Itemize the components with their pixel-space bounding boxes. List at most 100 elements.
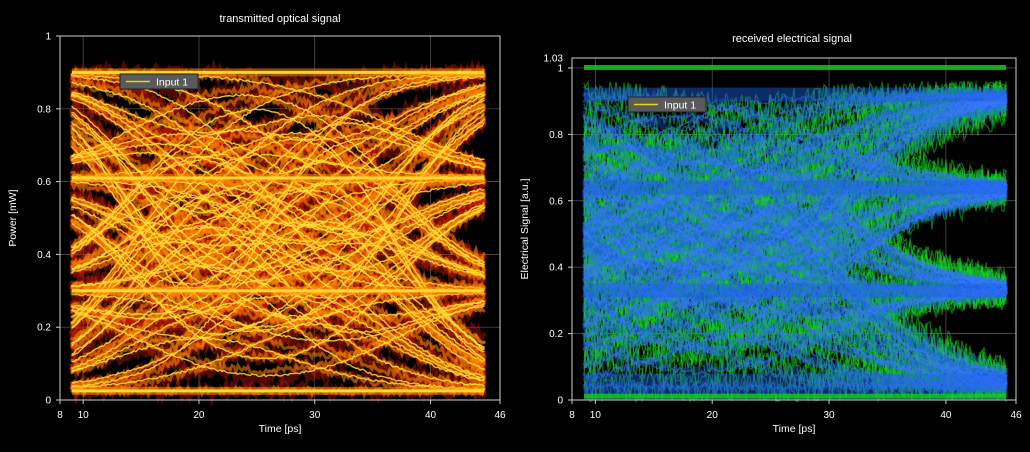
eye-trace (583, 146, 1007, 388)
level-band (584, 283, 1006, 298)
y-tick-label: 0.2 (549, 329, 563, 340)
axes: 0 0.2 0.4 0.6 0.8 1 8 10 20 30 40 46 (37, 32, 506, 422)
eye-trace (583, 242, 1007, 389)
eye-trace (583, 285, 1007, 338)
eye-trace (583, 290, 1007, 376)
eye-trace (583, 98, 1007, 345)
eye-trace (583, 97, 1007, 268)
eye-trace (71, 199, 485, 363)
level-band-core (72, 176, 484, 180)
eye-trace (71, 105, 485, 214)
eye-trace (71, 99, 485, 273)
x-tick-label: 46 (1010, 410, 1022, 421)
x-tick-label: 20 (707, 410, 719, 421)
axes: 0 0.2 0.4 0.6 0.8 11.03 8 10 20 30 40 46 (544, 54, 1022, 422)
eye-trace (71, 151, 485, 273)
eye-trace (71, 92, 485, 380)
eye-trace (71, 207, 485, 360)
eye-trace (583, 92, 1007, 325)
eye-trace (71, 177, 485, 286)
y-tick-label: 0.6 (549, 196, 563, 207)
y-tick-label: 0.2 (37, 323, 51, 334)
eye-trace (71, 264, 485, 391)
level-band-core (72, 389, 484, 393)
eye-trace (582, 148, 1008, 377)
legend-entry: Input 1 (664, 100, 696, 112)
eye-trace (71, 132, 485, 353)
eye-trace (583, 102, 1007, 191)
eye-trace (71, 128, 485, 268)
eye-trace (71, 94, 485, 336)
upper-envelope (584, 64, 1006, 70)
eye-trace (71, 122, 485, 274)
level-band-core (72, 70, 484, 74)
eye-trace (583, 111, 1007, 289)
y-tick-label: 0.8 (37, 104, 51, 115)
legend: Input 1 (627, 96, 707, 113)
eye-trace (71, 93, 485, 264)
eye-trace (582, 97, 1008, 293)
eye-trace (583, 89, 1007, 233)
eye-trace (71, 98, 485, 273)
eye-trace (583, 141, 1007, 289)
eye-trace (583, 97, 1007, 313)
x-tick-label: 8 (57, 410, 63, 421)
y-axis-label: Electrical Signal [a.u.] (519, 178, 531, 279)
legend-entry: Input 1 (156, 77, 188, 89)
eye-trace (583, 188, 1007, 347)
eye-trace (71, 97, 485, 228)
eye-trace (583, 164, 1007, 264)
y-tick-label: 1 (45, 32, 51, 43)
eye-trace (583, 100, 1007, 255)
x-tick-label: 40 (425, 410, 437, 421)
eye-trace (70, 75, 486, 375)
eye-trace (71, 91, 485, 167)
eye-trace (71, 214, 485, 370)
legend: Input 1 (119, 73, 199, 90)
x-tick-label: 30 (309, 410, 321, 421)
y-tick-label: 0 (557, 396, 563, 407)
lower-envelope (584, 393, 1006, 399)
transmitted-eye-chart: 0 0.2 0.4 0.6 0.8 1 8 10 20 30 40 46 transmitted opt… (7, 13, 506, 435)
x-axis-label: Time [ps] (259, 423, 302, 435)
eye-trace (583, 94, 1007, 198)
eye-trace (71, 197, 485, 339)
plot-frame (59, 35, 501, 401)
legend-box (627, 96, 707, 113)
y-tick-label: 0.6 (37, 177, 51, 188)
legend-box (119, 73, 199, 90)
level-band-core (72, 289, 484, 293)
eye-trace (71, 337, 485, 391)
eye-trace (583, 216, 1007, 289)
eye-trace (583, 258, 1007, 322)
eye-trace (71, 194, 485, 317)
x-tick-label: 10 (78, 410, 90, 421)
x-tick-label: 20 (193, 410, 205, 421)
eye-trace (583, 95, 1007, 279)
eye-trace (583, 167, 1007, 244)
eye-trace (582, 87, 1008, 282)
y-tick-label: 0.4 (549, 263, 563, 274)
level-band (584, 180, 1006, 195)
eye-trace (583, 142, 1007, 382)
eye-trace (71, 303, 485, 378)
received-chart-title: received electrical signal (732, 33, 852, 45)
x-tick-label: 10 (590, 410, 602, 421)
eye-trace (71, 126, 485, 382)
eye-trace (583, 96, 1007, 283)
eye-trace (71, 109, 485, 319)
eye-traces (582, 64, 1008, 404)
eye-trace (71, 93, 485, 321)
transmitted-chart-title: transmitted optical signal (219, 13, 340, 25)
eye-trace (71, 182, 485, 384)
eye-trace (71, 136, 485, 278)
y-tick-label: 1 (557, 63, 563, 74)
eye-trace (583, 121, 1007, 383)
eye-trace (71, 180, 485, 300)
x-tick-label: 8 (569, 410, 575, 421)
eye-trace (583, 203, 1007, 321)
eye-trace (71, 293, 485, 342)
eye-trace (583, 288, 1007, 391)
received-eye-chart: 0 0.2 0.4 0.6 0.8 11.03 8 10 20 30 40 46 received el… (519, 33, 1022, 435)
